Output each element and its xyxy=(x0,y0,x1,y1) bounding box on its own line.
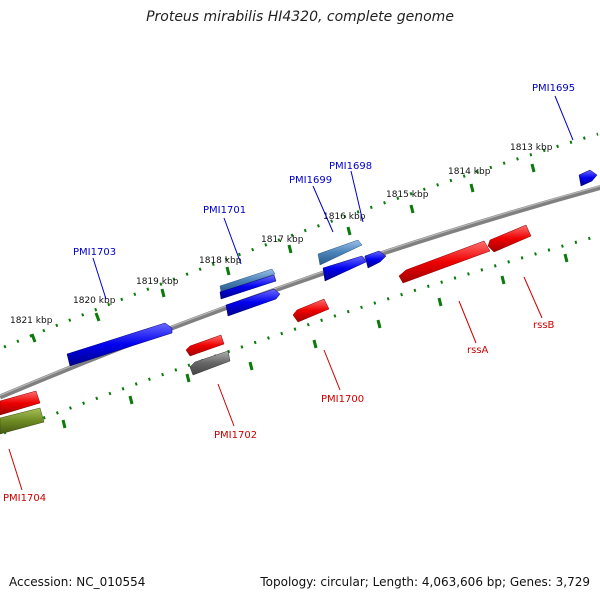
tick-mark xyxy=(287,244,293,254)
leader-line xyxy=(217,383,235,427)
forward-gene-labels: PMI1695 PMI1698 PMI1699 PMI1701 PMI1703 xyxy=(73,83,575,258)
gene-label: PMI1704 xyxy=(3,493,46,504)
tick-mark xyxy=(530,163,536,173)
leader-line xyxy=(223,217,242,265)
tick-mark xyxy=(312,339,318,349)
gene-label: PMI1699 xyxy=(289,175,332,186)
tick-label: 1819 kbp xyxy=(136,277,179,287)
tick-label: 1817 kbp xyxy=(261,235,304,245)
leader-line xyxy=(8,448,23,491)
gene-label: PMI1695 xyxy=(532,83,575,94)
gene-pmi1704[interactable] xyxy=(0,407,45,435)
reverse-label-leaders xyxy=(8,276,543,491)
leader-line xyxy=(312,185,334,233)
tick-mark xyxy=(248,361,254,371)
leader-line xyxy=(92,257,107,300)
leader-line xyxy=(458,300,477,344)
tick-label: 1820 kbp xyxy=(73,296,116,306)
tick-label: 1816 kbp xyxy=(323,212,366,222)
tick-mark xyxy=(225,266,231,276)
gene-label: PMI1703 xyxy=(73,247,116,258)
tick-mark xyxy=(346,226,352,236)
gene-pmi1701-upper[interactable] xyxy=(219,268,276,293)
tick-mark xyxy=(185,373,191,383)
reverse-tick-track xyxy=(3,234,599,435)
gene-rssb[interactable] xyxy=(487,224,532,253)
tick-mark xyxy=(160,288,166,298)
gene-pmi1698[interactable] xyxy=(364,250,387,269)
tick-mark xyxy=(128,395,134,405)
gene-pmi1695[interactable] xyxy=(578,169,598,187)
gene-label: PMI1701 xyxy=(203,205,246,216)
reverse-genes xyxy=(0,224,532,435)
tick-mark xyxy=(500,275,506,285)
gene-label: rssA xyxy=(467,345,489,356)
tick-mark xyxy=(94,312,101,322)
reverse-major-ticks xyxy=(61,253,569,429)
tick-mark xyxy=(563,253,569,263)
leader-line xyxy=(350,170,364,223)
tick-label: 1814 kbp xyxy=(448,167,491,177)
leader-line xyxy=(554,95,574,141)
gene-pmi1702[interactable] xyxy=(189,350,231,376)
gene-pmi1699[interactable] xyxy=(317,239,363,266)
gene-pmi1701-lower[interactable] xyxy=(225,288,281,317)
gene-pmi1702-red[interactable] xyxy=(185,334,225,357)
gene-label: rssB xyxy=(533,320,555,331)
gene-rssa[interactable] xyxy=(398,240,491,284)
genome-backbone xyxy=(0,184,600,400)
tick-label: 1821 kbp xyxy=(10,316,53,326)
gene-pmi1699-lower[interactable] xyxy=(322,255,367,282)
map-title: Proteus mirabilis HI4320, complete genom… xyxy=(146,9,454,25)
forward-major-ticks xyxy=(30,163,536,343)
tick-label: 1818 kbp xyxy=(199,256,242,266)
tick-label: 1815 kbp xyxy=(386,190,429,200)
genome-stats-text: Topology: circular; Length: 4,063,606 bp… xyxy=(260,575,590,589)
forward-genes xyxy=(66,169,598,367)
genome-backbone-highlight xyxy=(0,185,600,397)
tick-mark xyxy=(409,204,415,214)
gene-label: PMI1698 xyxy=(329,161,372,172)
tick-mark xyxy=(30,333,37,343)
leader-line xyxy=(523,276,543,319)
tick-label: 1813 kbp xyxy=(510,143,553,153)
gene-pmi1701[interactable] xyxy=(219,274,277,300)
gene-label: PMI1700 xyxy=(321,394,364,405)
forward-label-leaders xyxy=(92,95,574,300)
tick-labels: 1821 kbp 1820 kbp 1819 kbp 1818 kbp 1817… xyxy=(10,143,553,326)
gene-label: PMI1702 xyxy=(214,430,257,441)
gene-pmi1700[interactable] xyxy=(292,298,330,323)
tick-mark xyxy=(437,297,443,307)
accession-text: Accession: NC_010554 xyxy=(9,575,146,589)
tick-mark xyxy=(376,319,382,329)
gene-pmi1703[interactable] xyxy=(66,322,173,367)
tick-mark xyxy=(61,419,67,429)
leader-line xyxy=(323,349,341,391)
gene-pmi1704-red[interactable] xyxy=(0,390,41,416)
reverse-gene-labels: rssB rssA PMI1700 PMI1702 PMI1704 xyxy=(3,320,555,504)
tick-mark xyxy=(469,183,475,193)
